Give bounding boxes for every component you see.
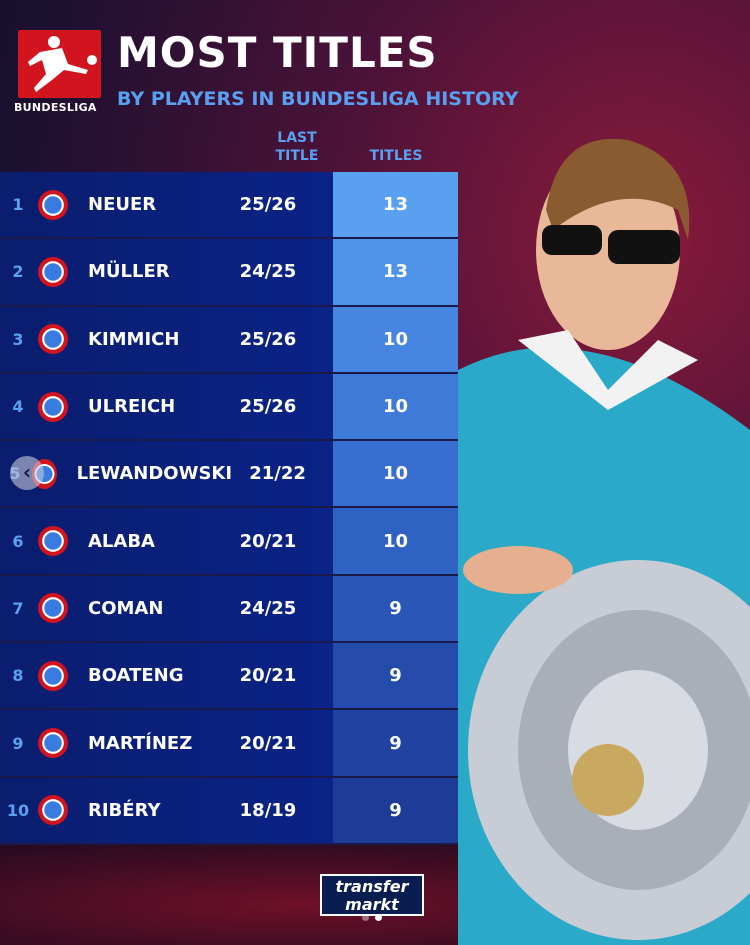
page-subtitle: BY PLAYERS IN BUNDESLIGA HISTORY: [117, 88, 519, 110]
titles-count: 13: [333, 172, 458, 238]
player-name: BOATENG: [88, 665, 184, 687]
player-name: RIBÉRY: [88, 799, 161, 821]
logo-text: BUNDESLIGA: [14, 101, 97, 114]
titles-count: 9: [333, 575, 458, 642]
table-row: 6 ALABA 20/21 10: [0, 508, 458, 576]
transfermarkt-logo: transfer markt: [320, 874, 424, 916]
player-photo: [458, 130, 750, 945]
column-header-last-title: LAST TITLE: [275, 130, 319, 164]
last-title: 20/21: [239, 530, 297, 552]
club-badge-icon: [38, 189, 68, 220]
last-title: 25/26: [239, 194, 297, 216]
last-title: 24/25: [239, 597, 297, 619]
table-row: 7 COMAN 24/25 9: [0, 575, 458, 644]
player-name: ALABA: [88, 530, 155, 552]
last-title: 20/21: [239, 732, 297, 754]
last-title: 25/26: [239, 328, 297, 350]
rank: 6: [12, 531, 24, 551]
player-name: KIMMICH: [88, 328, 180, 350]
rank: 7: [12, 598, 24, 618]
chevron-left-icon: ‹: [22, 460, 32, 484]
last-title: 21/22: [249, 463, 306, 485]
table-row: 3 KIMMICH 25/26 10: [0, 306, 458, 374]
rank: 1: [12, 195, 24, 215]
rank: 8: [12, 666, 24, 686]
club-badge-icon: [38, 256, 68, 287]
player-name: MARTÍNEZ: [88, 732, 193, 754]
club-badge-icon: [38, 324, 68, 355]
table-row: 1 NEUER 25/26 13: [0, 172, 458, 240]
bundesliga-player-icon: [28, 36, 97, 92]
carousel-back-button[interactable]: ‹: [10, 456, 44, 490]
titles-count: 10: [333, 441, 458, 507]
titles-count: 9: [333, 643, 458, 709]
rank: 2: [12, 262, 24, 282]
table-row: 2 MÜLLER 24/25 13: [0, 239, 458, 307]
club-badge-icon: [38, 660, 68, 691]
titles-count: 10: [333, 508, 458, 574]
table-row: 5 LEWANDOWSKI 21/22 10: [0, 441, 458, 509]
titles-count: 10: [333, 306, 458, 372]
bundesliga-logo: [18, 30, 101, 98]
rank: 9: [12, 733, 24, 753]
club-badge-icon: [38, 728, 68, 759]
rank: 4: [12, 397, 24, 417]
table-row: 4 ULREICH 25/26 10: [0, 373, 458, 442]
ranking-table: 1 NEUER 25/26 13 2 MÜLLER 24/25 13 3 KIMMI…: [0, 172, 458, 845]
rank: 10: [6, 800, 30, 820]
carousel-dot-active[interactable]: [375, 914, 382, 921]
club-badge-icon: [38, 391, 68, 422]
player-name: NEUER: [88, 194, 157, 216]
last-title: 20/21: [239, 665, 297, 687]
last-title: 18/19: [239, 799, 297, 821]
club-badge-icon: [38, 526, 68, 557]
column-header-titles: TITLES: [369, 148, 423, 164]
carousel-dots: [362, 914, 382, 921]
table-row: 9 MARTÍNEZ 20/21 9: [0, 710, 458, 778]
titles-count: 9: [333, 710, 458, 776]
table-row: 8 BOATENG 20/21 9: [0, 643, 458, 711]
titles-count: 9: [333, 777, 458, 843]
player-name: LEWANDOWSKI: [76, 463, 233, 485]
club-badge-icon: [38, 593, 68, 624]
last-title: 24/25: [239, 261, 297, 283]
club-badge-icon: [38, 795, 68, 826]
table-row: 10 RIBÉRY 18/19 9: [0, 777, 458, 845]
carousel-dot[interactable]: [362, 914, 369, 921]
player-name: MÜLLER: [88, 261, 170, 283]
player-name: COMAN: [88, 597, 164, 619]
last-title: 25/26: [239, 396, 297, 418]
titles-count: 10: [333, 373, 458, 440]
page-title: MOST TITLES: [117, 28, 438, 77]
player-name: ULREICH: [88, 396, 176, 418]
titles-count: 13: [333, 239, 458, 305]
rank: 3: [12, 329, 24, 349]
